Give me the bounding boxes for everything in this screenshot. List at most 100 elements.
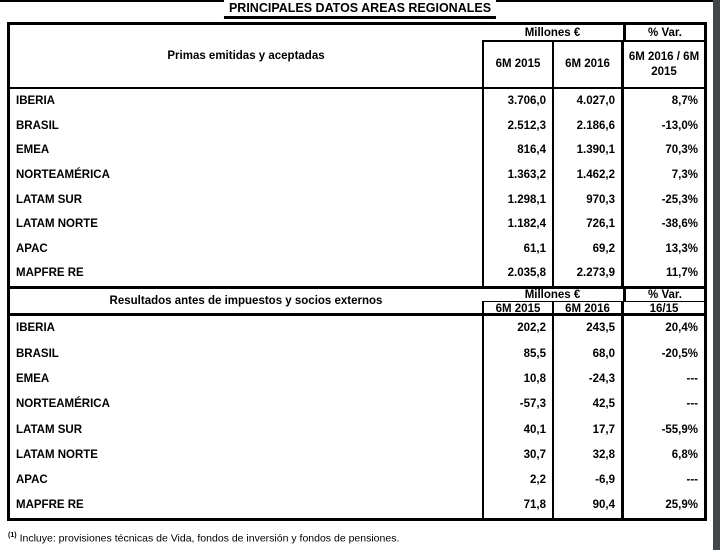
table-row: LATAM NORTE 1.182,4 726,1 -38,6% (10, 211, 704, 237)
viewer-edge-bar (713, 0, 720, 550)
column-header-var-sub: 16/15 (621, 301, 704, 317)
region-label: APAC (16, 242, 48, 255)
value-6m2015: 1.182,4 (482, 211, 552, 237)
table-row: NORTEAMÉRICA 1.363,2 1.462,2 7,3% (10, 162, 704, 188)
value-6m2015: 202,2 (482, 315, 552, 342)
region-label: EMEA (16, 372, 50, 385)
section-primas: Primas emitidas y aceptadas Millones € %… (10, 25, 704, 286)
value-6m2016: 243,5 (552, 315, 621, 342)
region-label: BRASIL (16, 347, 59, 360)
value-6m2016: 1.462,2 (552, 162, 621, 188)
value-6m2015: 85,5 (482, 341, 552, 367)
table-row: EMEA 10,8 -24,3 --- (10, 366, 704, 392)
value-6m2016: -6,9 (552, 467, 621, 493)
section-resultados-columns: Millones € % Var. 6M 2015 6M 2016 16/15 (482, 288, 704, 317)
column-header-millones: Millones € (524, 288, 581, 301)
value-6m2016: 42,5 (552, 391, 621, 417)
region-label: MAPFRE RE (16, 267, 84, 280)
region-label: LATAM NORTE (16, 448, 98, 461)
column-header-6m2016: 6M 2016 (552, 301, 621, 317)
section-resultados-title: Resultados antes de impuestos y socios e… (109, 294, 383, 307)
value-var: -13,0% (621, 113, 704, 139)
table-row: BRASIL 85,5 68,0 -20,5% (10, 341, 704, 367)
value-var: --- (621, 366, 704, 392)
value-6m2016: 2.186,6 (552, 113, 621, 139)
value-6m2016: 69,2 (552, 236, 621, 262)
value-6m2015: 71,8 (482, 492, 552, 519)
value-6m2015: 1.363,2 (482, 162, 552, 188)
header-periods-row: 6M 2015 6M 2016 6M 2016 / 6M 2015 (482, 42, 704, 87)
region-label: MAPFRE RE (16, 499, 84, 512)
value-var: 11,7% (621, 261, 704, 286)
value-var: 13,3% (621, 236, 704, 262)
table-row: BRASIL 2.512,3 2.186,6 -13,0% (10, 113, 704, 139)
section-resultados: Resultados antes de impuestos y socios e… (10, 285, 704, 519)
value-var: --- (621, 391, 704, 417)
value-var: -25,3% (621, 187, 704, 212)
value-6m2015: 30,7 (482, 442, 552, 468)
value-6m2015: 2.512,3 (482, 113, 552, 139)
column-header-millones: Millones € (524, 27, 581, 39)
value-6m2015: 61,1 (482, 236, 552, 262)
region-label: LATAM SUR (16, 423, 83, 436)
column-header-6m2016: 6M 2016 (552, 42, 621, 87)
table-row: APAC 2,2 -6,9 --- (10, 467, 704, 493)
column-header-6m2015: 6M 2015 (482, 301, 552, 317)
value-var: 6,8% (621, 442, 704, 468)
value-6m2015: 10,8 (482, 366, 552, 392)
region-label: NORTEAMÉRICA (16, 169, 110, 182)
table-row: EMEA 816,4 1.390,1 70,3% (10, 138, 704, 163)
region-label: BRASIL (16, 119, 59, 132)
value-var: 8,7% (621, 89, 704, 114)
value-var: 20,4% (621, 315, 704, 342)
region-label: APAC (16, 474, 48, 487)
header-units-row: Millones € % Var. (482, 25, 704, 42)
footnote: (1) Incluye: provisiones técnicas de Vida… (8, 532, 399, 545)
value-6m2015: 2.035,8 (482, 261, 552, 286)
column-header-var-sub: 6M 2016 / 6M 2015 (621, 42, 704, 87)
table-row: LATAM SUR 1.298,1 970,3 -25,3% (10, 187, 704, 212)
region-label: IBERIA (16, 322, 55, 335)
value-var: -55,9% (621, 416, 704, 443)
column-header-6m2015: 6M 2015 (482, 42, 552, 87)
table-row: NORTEAMÉRICA -57,3 42,5 --- (10, 391, 704, 417)
value-6m2016: 1.390,1 (552, 138, 621, 163)
region-label: EMEA (16, 144, 50, 157)
header-periods-row: 6M 2015 6M 2016 16/15 (482, 301, 704, 317)
table-row: LATAM NORTE 30,7 32,8 6,8% (10, 442, 704, 468)
table-row: IBERIA 3.706,0 4.027,0 8,7% (10, 89, 704, 114)
section-resultados-header: Resultados antes de impuestos y socios e… (10, 285, 704, 317)
value-6m2016: 68,0 (552, 341, 621, 367)
value-6m2016: 2.273,9 (552, 261, 621, 286)
value-6m2015: 3.706,0 (482, 89, 552, 114)
value-6m2016: 17,7 (552, 416, 621, 443)
region-label: LATAM NORTE (16, 218, 98, 231)
footnote-marker: (1) (8, 532, 17, 539)
section-primas-header: Primas emitidas y aceptadas Millones € %… (10, 25, 704, 89)
table-row: APAC 61,1 69,2 13,3% (10, 236, 704, 262)
value-6m2016: -24,3 (552, 366, 621, 392)
value-6m2016: 970,3 (552, 187, 621, 212)
value-6m2015: -57,3 (482, 391, 552, 417)
value-6m2016: 32,8 (552, 442, 621, 468)
value-6m2015: 2,2 (482, 467, 552, 493)
value-var: 25,9% (621, 492, 704, 519)
value-var: 7,3% (621, 162, 704, 188)
value-var: -38,6% (621, 211, 704, 237)
table-row: MAPFRE RE 71,8 90,4 25,9% (10, 492, 704, 519)
section-primas-title: Primas emitidas y aceptadas (167, 50, 325, 62)
value-6m2015: 1.298,1 (482, 187, 552, 212)
region-label: IBERIA (16, 95, 55, 108)
header-units-row: Millones € % Var. (482, 288, 704, 302)
column-header-var: % Var. (623, 25, 704, 40)
value-6m2016: 90,4 (552, 492, 621, 519)
table-row: LATAM SUR 40,1 17,7 -55,9% (10, 416, 704, 443)
region-label: NORTEAMÉRICA (16, 398, 110, 411)
table-row: IBERIA 202,2 243,5 20,4% (10, 315, 704, 342)
section-primas-columns: Millones € % Var. 6M 2015 6M 2016 6M 201… (482, 25, 704, 87)
footnote-text: Incluye: provisiones técnicas de Vida, f… (19, 532, 400, 545)
regional-data-table: Primas emitidas y aceptadas Millones € %… (7, 22, 707, 522)
value-var: --- (621, 467, 704, 493)
region-label: LATAM SUR (16, 193, 83, 206)
value-6m2016: 726,1 (552, 211, 621, 237)
